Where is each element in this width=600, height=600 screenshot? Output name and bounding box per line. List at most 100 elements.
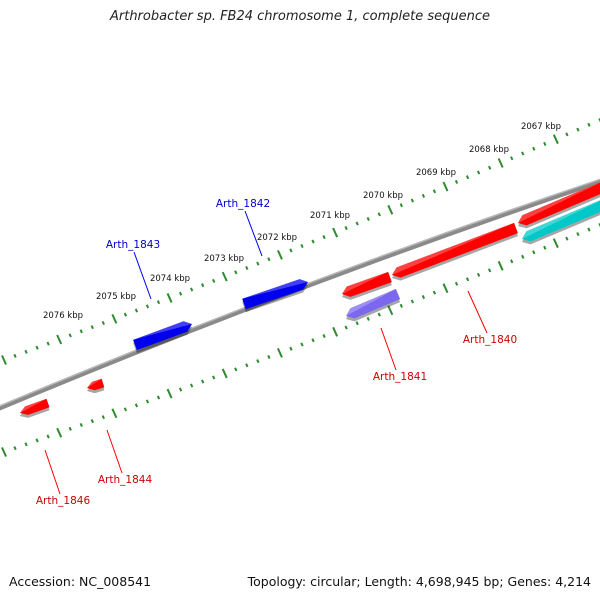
outer-tick-ring (1, 118, 600, 365)
inner-minor-tick (322, 334, 326, 339)
gene-arth-1840-body (392, 222, 518, 278)
outer-minor-tick (178, 291, 183, 296)
kbp-label-2071-kbp: 2071 kbp (310, 211, 350, 221)
gene-arth-1844[interactable] (87, 378, 105, 394)
inner-minor-tick (311, 338, 315, 343)
gene-feature-2-shine (518, 182, 600, 223)
inner-minor-tick (212, 375, 216, 380)
inner-minor-tick (123, 407, 128, 412)
outer-minor-tick (68, 333, 72, 338)
outer-minor-tick (421, 193, 426, 198)
outer-minor-tick (410, 198, 415, 203)
inner-minor-tick (543, 245, 547, 250)
outer-minor-tick (234, 270, 238, 275)
outer-minor-tick (510, 156, 514, 161)
gene-feature-1-body (342, 271, 392, 297)
inner-minor-tick (90, 419, 94, 424)
outer-major-tick (1, 355, 7, 365)
outer-minor-tick (366, 216, 370, 221)
gene-feature-2-body (518, 182, 600, 226)
inner-major-tick (497, 260, 504, 271)
outer-minor-tick (35, 345, 39, 350)
outer-minor-tick (201, 283, 205, 288)
gene-label-arth-1840[interactable]: Arth_1840 (463, 334, 517, 346)
inner-major-tick (276, 347, 283, 358)
inner-minor-tick (13, 446, 17, 451)
gene-arth-1841-shine (346, 288, 396, 316)
gene-features (20, 179, 600, 418)
gene-label-arth-1842[interactable]: Arth_1842 (216, 198, 270, 210)
outer-minor-tick (521, 151, 525, 156)
inner-minor-tick (399, 303, 403, 308)
inner-minor-tick (510, 259, 514, 264)
gene-arth-1843-body (133, 321, 192, 351)
outer-major-tick (111, 313, 118, 324)
gene-labels: Arth_1840 Arth_1841 Arth_1842 Arth_1843 Arth… (36, 198, 517, 507)
outer-major-tick (56, 334, 63, 345)
gene-label-arth-1841[interactable]: Arth_1841 (373, 371, 427, 383)
map-title: Arthrobacter sp. FB24 chromosome 1, comp… (109, 9, 491, 24)
outer-minor-tick (543, 141, 547, 146)
gene-label-arth-1843[interactable]: Arth_1843 (106, 239, 160, 251)
kbp-label-2075-kbp: 2075 kbp (96, 292, 136, 302)
outer-minor-tick (156, 300, 161, 305)
outer-minor-tick (344, 226, 348, 231)
leader-line-arth-1843 (133, 251, 152, 300)
kbp-label-2067-kbp: 2067 kbp (521, 122, 561, 132)
outer-minor-tick (465, 175, 470, 180)
gene-arth-1846-body (20, 398, 50, 415)
gene-label-arth-1844[interactable]: Arth_1844 (98, 474, 153, 486)
inner-minor-tick (576, 232, 580, 237)
gene-feature-3[interactable] (522, 197, 600, 245)
inner-minor-tick (256, 359, 260, 364)
outer-minor-tick (24, 349, 28, 354)
inner-minor-tick (201, 379, 205, 384)
kbp-label-2074-kbp: 2074 kbp (150, 274, 190, 284)
gene-feature-1-shine (342, 271, 389, 294)
gene-arth-1840[interactable] (392, 222, 518, 281)
outer-minor-tick (90, 325, 94, 330)
gene-arth-1841[interactable] (346, 288, 401, 322)
outer-minor-tick (399, 203, 403, 208)
kbp-label-2070-kbp: 2070 kbp (363, 191, 403, 201)
chromosome-backbone (0, 178, 600, 411)
topology-summary: Topology: circular; Length: 4,698,945 bp… (247, 574, 591, 589)
outer-minor-tick (322, 235, 326, 240)
outer-minor-tick (123, 312, 128, 317)
inner-minor-tick (24, 442, 28, 447)
inner-minor-tick (521, 254, 525, 259)
gene-arth-1846[interactable] (20, 398, 50, 418)
inner-minor-tick (344, 325, 348, 330)
kbp-label-2069-kbp: 2069 kbp (416, 168, 456, 178)
inner-minor-tick (366, 316, 370, 321)
inner-minor-tick (476, 272, 481, 277)
gene-arth-1843[interactable] (133, 321, 192, 354)
gene-feature-3-body (522, 200, 600, 242)
inner-minor-tick (300, 342, 304, 347)
gene-feature-2[interactable] (518, 179, 600, 229)
inner-minor-tick (245, 363, 249, 368)
inner-minor-tick (189, 383, 194, 388)
inner-major-tick (332, 326, 339, 337)
inner-minor-tick (587, 227, 591, 232)
inner-minor-tick (101, 415, 105, 420)
outer-minor-tick (432, 189, 437, 194)
outer-major-tick (387, 204, 394, 215)
outer-minor-tick (46, 341, 50, 346)
inner-major-tick (56, 427, 63, 438)
gene-feature-1[interactable] (342, 271, 392, 300)
inner-minor-tick (432, 290, 437, 295)
kbp-scale-labels: 2067 kbp 2068 kbp 2069 kbp 2070 kbp 2071 kbp… (43, 122, 561, 321)
accession-text: Accession: NC_008541 (9, 574, 152, 589)
inner-major-tick (166, 388, 173, 399)
inner-major-tick (221, 368, 228, 379)
outer-minor-tick (212, 278, 216, 283)
gene-label-arth-1846[interactable]: Arth_1846 (36, 495, 91, 507)
gene-arth-1842[interactable] (242, 279, 308, 313)
inner-major-tick (442, 283, 449, 294)
gene-arth-1844-body (87, 378, 105, 391)
inner-minor-tick (267, 355, 271, 360)
gene-arth-1843-shine (133, 321, 192, 340)
